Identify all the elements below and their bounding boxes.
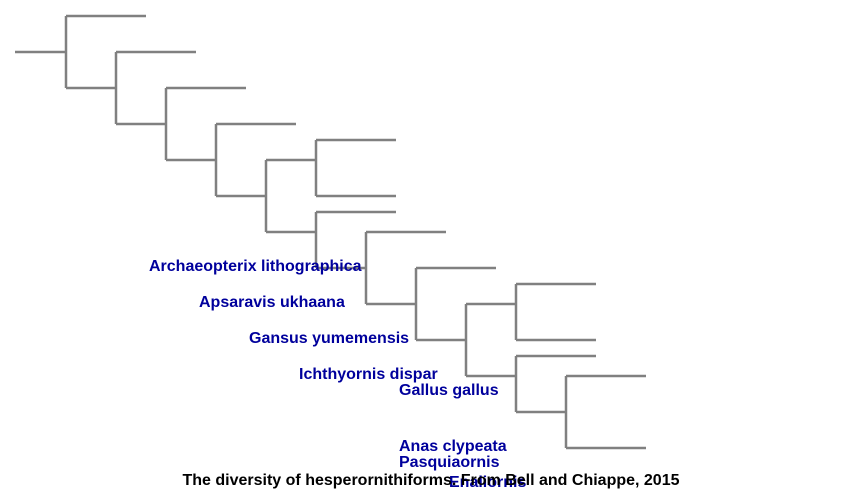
- taxon-labels: Archaeopterix lithographica Apsaravis uk…: [149, 258, 526, 489]
- branch-node-13: [564, 374, 646, 450]
- branch-node-11: [514, 282, 596, 342]
- taxon-label-gansus: Gansus yumemensis: [249, 330, 409, 347]
- branch-node-3: [164, 86, 246, 162]
- branch-node-8: [364, 230, 446, 306]
- taxon-label-pasquiaornis: Pasquiaornis: [399, 454, 500, 471]
- branch-node-6: [314, 138, 396, 198]
- taxon-label-anas: Anas clypeata: [399, 438, 507, 455]
- branch-node-5: [264, 158, 316, 234]
- taxon-label-ichthyornis: Ichthyornis dispar: [299, 366, 438, 383]
- diagram-caption: The diversity of hesperornithiforms. Fro…: [183, 472, 680, 489]
- taxon-label-gallus: Gallus gallus: [399, 382, 499, 399]
- branch-node-9: [414, 266, 496, 342]
- branch-node-1: [64, 14, 146, 90]
- tree-branches: [15, 14, 646, 450]
- taxon-label-apsaravis: Apsaravis ukhaana: [199, 294, 345, 311]
- branch-node-12: [514, 354, 596, 414]
- branch-node-2: [114, 50, 196, 126]
- branch-node-4: [214, 122, 296, 198]
- branch-node-10: [464, 302, 516, 378]
- branch-node-7: [314, 210, 396, 270]
- taxon-label-archaeopterix: Archaeopterix lithographica: [149, 258, 362, 275]
- taxon-label-enaliornis: Enaliornis: [449, 474, 526, 489]
